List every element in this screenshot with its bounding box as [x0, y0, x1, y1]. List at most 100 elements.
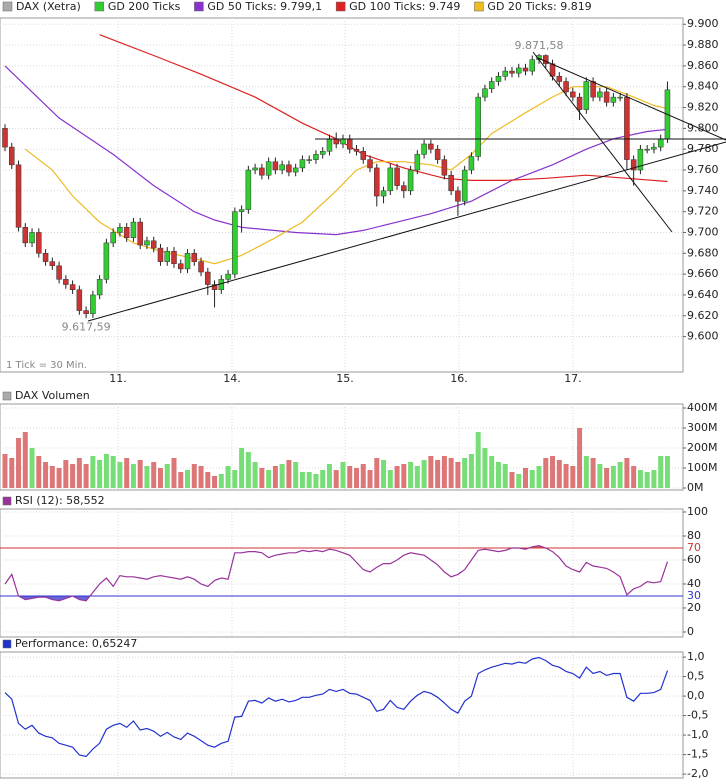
candle-body	[346, 138, 353, 150]
candle-body	[630, 159, 637, 171]
volume-bar	[320, 470, 326, 488]
candle-body	[9, 146, 15, 166]
legend-swatch	[335, 1, 346, 12]
candle-body	[576, 96, 583, 110]
volume-bar	[56, 468, 62, 488]
volume-bar	[205, 472, 211, 488]
volume-bar	[326, 464, 332, 488]
y-tick-label: 80	[687, 529, 701, 542]
y-tick-label: 300M	[687, 421, 718, 434]
candle-body	[360, 151, 367, 160]
volume-bar	[36, 456, 42, 488]
candle-body	[495, 76, 502, 82]
volume-bar	[509, 472, 515, 488]
volume-bar	[489, 456, 495, 488]
candle-body	[319, 151, 326, 155]
volume-bar	[178, 472, 184, 488]
y-tick-label: 0,5	[687, 670, 705, 683]
candle-body	[245, 169, 252, 210]
legend-label: DAX (Xetra)	[16, 0, 81, 13]
y-tick-label: 9.880	[687, 38, 719, 51]
candle-body	[313, 154, 319, 160]
x-tick-label: 17.	[564, 372, 582, 385]
annotation: 9.617,59	[62, 320, 111, 333]
y-tick-label: 9.820	[687, 101, 719, 114]
panel	[0, 508, 684, 638]
y-tick-label: -0,5	[687, 709, 708, 722]
volume-bar	[97, 460, 103, 488]
candle-body	[56, 265, 62, 280]
volume-bar	[381, 460, 387, 488]
y-tick-label: 9.720	[687, 205, 719, 218]
volume-bar	[495, 462, 501, 488]
volume-bar	[103, 454, 109, 488]
candle-body	[340, 138, 346, 145]
panel-title: DAX Volumen	[15, 389, 90, 402]
candle-body	[414, 154, 421, 171]
y-tick-label: 9.660	[687, 267, 719, 280]
level-label: 70	[687, 541, 701, 554]
volume-bar	[550, 456, 556, 488]
volume-bar	[137, 460, 143, 488]
candle-body	[279, 164, 285, 171]
volume-bar	[624, 458, 630, 488]
y-tick-label: 9.740	[687, 184, 719, 197]
volume-bar	[482, 448, 488, 488]
candle-body	[502, 70, 508, 77]
candle-body	[353, 148, 360, 152]
candle-body	[157, 247, 164, 262]
candle-body	[617, 96, 623, 99]
y-tick-label: 9.860	[687, 59, 719, 72]
legend-swatch	[2, 391, 12, 401]
level-label: 30	[687, 589, 701, 602]
candle-body	[380, 190, 387, 197]
candle-body	[624, 96, 630, 160]
candle-body	[563, 81, 569, 93]
legend-label: GD 200 Ticks	[108, 0, 181, 13]
candle-body	[15, 164, 22, 228]
volume-bar	[502, 464, 508, 488]
candle-body	[69, 284, 76, 290]
volume-bar	[340, 462, 346, 488]
candle-body	[123, 227, 130, 238]
volume-bar	[286, 460, 292, 488]
candle-body	[103, 242, 110, 280]
volume-bar	[130, 464, 136, 488]
volume-bar	[252, 462, 258, 488]
y-tick-label: 0	[687, 625, 694, 638]
candle-body	[421, 143, 427, 155]
candle-body	[265, 161, 272, 176]
volume-bar	[198, 466, 204, 488]
volume-bar	[16, 438, 22, 488]
candle-body	[117, 227, 123, 233]
candle-body	[76, 289, 83, 311]
candle-body	[522, 67, 529, 72]
candle-body	[178, 263, 184, 270]
y-tick-label: 9.620	[687, 309, 719, 322]
volume-bar	[516, 474, 522, 488]
volume-bar	[76, 458, 82, 488]
volume-bar	[597, 464, 603, 488]
y-tick-label: 60	[687, 553, 701, 566]
volume-bar	[448, 458, 454, 488]
volume-bar	[90, 456, 96, 488]
volume-bar	[333, 470, 339, 488]
volume-bar	[293, 462, 299, 488]
candle-body	[225, 273, 231, 280]
volume-bar	[563, 464, 569, 488]
candle-body	[90, 294, 96, 314]
candle-body	[637, 148, 644, 171]
volume-bar	[29, 448, 35, 488]
volume-bar	[43, 462, 49, 488]
candle-body	[509, 70, 515, 74]
volume-bar	[367, 470, 373, 488]
legend-label: GD 20 Ticks: 9.819	[487, 0, 591, 13]
candle-body	[468, 156, 475, 171]
candle-body	[455, 190, 461, 202]
y-tick-label: 0,0	[687, 689, 705, 702]
candle-body	[461, 169, 468, 202]
volume-bar	[313, 474, 319, 488]
candle-body	[164, 250, 170, 262]
candle-body	[150, 240, 157, 249]
